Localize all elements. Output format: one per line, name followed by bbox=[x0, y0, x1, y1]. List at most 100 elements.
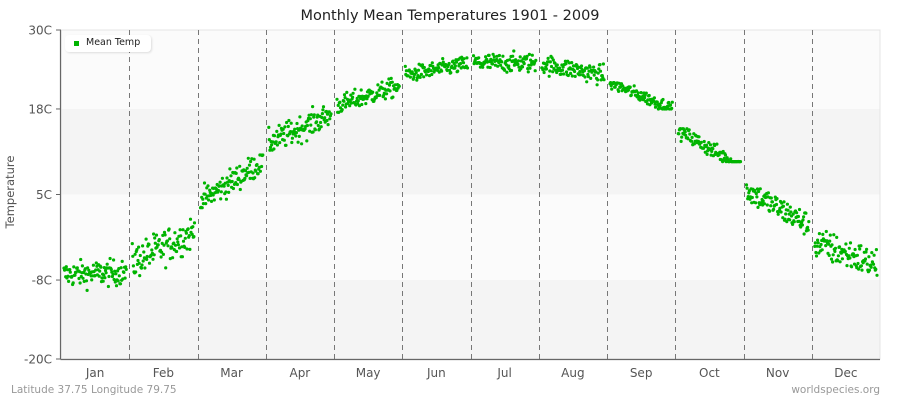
data-point bbox=[338, 100, 342, 104]
data-point bbox=[867, 255, 871, 259]
grid-band bbox=[61, 280, 880, 359]
data-point bbox=[224, 190, 228, 194]
data-point bbox=[385, 81, 389, 85]
data-point bbox=[72, 265, 76, 269]
data-point bbox=[179, 234, 183, 238]
data-point bbox=[290, 136, 294, 140]
data-point bbox=[837, 245, 842, 249]
data-point bbox=[228, 167, 232, 171]
data-point bbox=[397, 84, 401, 88]
data-point bbox=[138, 253, 142, 258]
data-point bbox=[756, 205, 760, 209]
data-point bbox=[802, 232, 806, 236]
data-point bbox=[311, 130, 315, 134]
data-point bbox=[270, 143, 274, 147]
x-tick-label: Feb bbox=[153, 366, 174, 380]
data-point bbox=[253, 176, 257, 180]
data-point bbox=[203, 192, 207, 196]
data-point bbox=[471, 54, 476, 58]
data-point bbox=[183, 236, 187, 240]
data-point bbox=[857, 267, 861, 271]
data-point bbox=[583, 75, 587, 79]
data-point bbox=[553, 61, 557, 65]
data-point bbox=[497, 53, 501, 58]
data-point bbox=[101, 279, 105, 283]
data-point bbox=[833, 249, 837, 253]
data-point bbox=[99, 265, 103, 269]
data-point bbox=[143, 266, 147, 270]
data-point bbox=[715, 142, 719, 146]
data-point bbox=[278, 141, 282, 145]
data-point bbox=[427, 67, 431, 71]
data-point bbox=[774, 202, 779, 207]
data-point bbox=[454, 60, 459, 64]
data-point bbox=[571, 64, 576, 68]
data-point bbox=[316, 123, 320, 128]
data-point bbox=[412, 75, 416, 79]
data-point bbox=[289, 121, 293, 125]
data-point bbox=[441, 57, 445, 61]
data-point bbox=[781, 216, 785, 220]
data-point bbox=[131, 264, 135, 268]
data-point bbox=[326, 123, 330, 127]
data-point bbox=[527, 52, 532, 57]
data-point bbox=[821, 232, 825, 236]
data-point bbox=[865, 247, 869, 251]
data-point bbox=[145, 254, 149, 259]
data-point bbox=[325, 118, 329, 123]
data-point bbox=[176, 240, 180, 244]
data-point bbox=[717, 153, 721, 157]
x-tick-label: Jul bbox=[496, 366, 511, 380]
data-point bbox=[153, 236, 157, 240]
data-point bbox=[628, 85, 632, 89]
data-point bbox=[853, 247, 857, 252]
data-point bbox=[251, 171, 255, 175]
data-point bbox=[78, 281, 82, 285]
data-point bbox=[134, 270, 138, 274]
data-point bbox=[138, 274, 142, 278]
data-point bbox=[81, 276, 85, 280]
data-point bbox=[546, 56, 550, 61]
data-point bbox=[704, 143, 709, 147]
data-point bbox=[705, 152, 709, 156]
data-point bbox=[190, 232, 194, 236]
data-point bbox=[220, 176, 224, 180]
data-point bbox=[237, 177, 241, 182]
data-point bbox=[159, 255, 163, 259]
data-point bbox=[260, 164, 264, 169]
data-point bbox=[658, 104, 662, 108]
data-point bbox=[349, 93, 353, 97]
data-point bbox=[68, 268, 72, 272]
data-point bbox=[178, 228, 182, 232]
data-point bbox=[346, 101, 350, 105]
data-point bbox=[351, 91, 355, 95]
data-point bbox=[699, 140, 703, 144]
legend-swatch-icon bbox=[74, 41, 79, 46]
data-point bbox=[91, 263, 95, 267]
data-point bbox=[176, 243, 180, 247]
data-point bbox=[216, 188, 220, 193]
data-point bbox=[492, 55, 496, 59]
data-point bbox=[130, 242, 134, 246]
data-point bbox=[120, 259, 124, 263]
data-point bbox=[485, 57, 489, 62]
y-tick-label: 18C bbox=[28, 102, 52, 116]
data-point bbox=[114, 284, 119, 288]
data-point bbox=[184, 231, 188, 235]
data-point bbox=[362, 97, 366, 101]
data-point bbox=[573, 74, 577, 78]
data-point bbox=[487, 53, 491, 58]
data-point bbox=[516, 59, 521, 63]
data-point bbox=[680, 135, 684, 139]
data-point bbox=[836, 254, 841, 258]
data-point bbox=[851, 252, 856, 256]
data-point bbox=[723, 153, 728, 157]
data-point bbox=[596, 78, 600, 82]
data-point bbox=[643, 96, 647, 100]
data-point bbox=[451, 59, 455, 63]
data-point bbox=[838, 260, 842, 264]
data-point bbox=[77, 276, 81, 281]
data-point bbox=[586, 75, 591, 79]
data-point bbox=[335, 97, 339, 101]
data-point bbox=[481, 65, 485, 69]
